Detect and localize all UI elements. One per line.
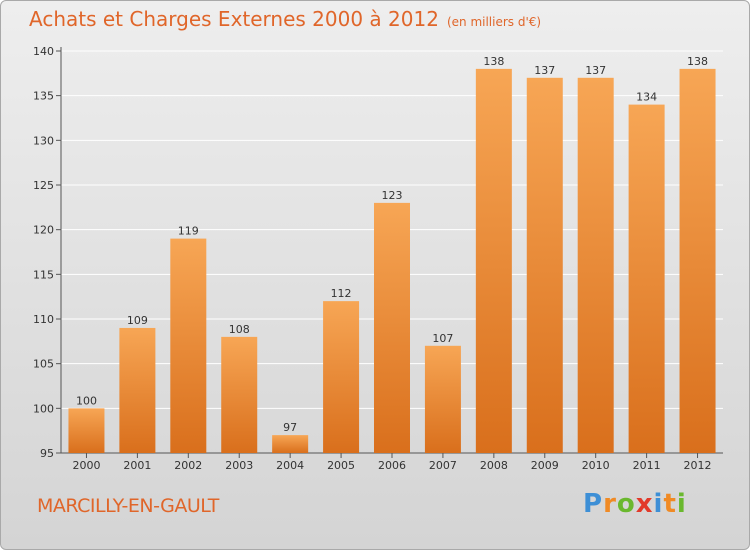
x-tick-label: 2001 [123,459,151,472]
y-tick-label: 110 [33,313,54,326]
data-label: 97 [283,421,297,434]
logo-letter: i [653,489,664,519]
x-tick-label: 2003 [225,459,253,472]
x-tick-label: 2002 [174,459,202,472]
data-label: 112 [331,287,352,300]
logo-letter: i [676,489,687,519]
x-tick-label: 2007 [429,459,457,472]
bar-2004 [272,435,309,453]
bar-2001 [119,327,156,453]
bar-2012 [679,68,716,453]
x-tick-label: 2009 [531,459,559,472]
data-label: 137 [534,64,555,77]
data-label: 109 [127,314,148,327]
data-label: 108 [229,323,250,336]
bar-2007 [424,345,461,453]
y-tick-label: 135 [33,90,54,103]
y-tick-label: 115 [33,268,54,281]
y-tick-label: 130 [33,134,54,147]
x-tick-label: 2005 [327,459,355,472]
data-label: 123 [382,189,403,202]
bar-2009 [526,77,563,454]
y-tick-label: 140 [33,45,54,58]
logo-letter: P [583,489,604,519]
data-label: 107 [432,332,453,345]
bar-2008 [475,68,512,453]
y-tick-label: 105 [33,358,54,371]
bar-2002 [170,238,207,453]
logo-letter: r [603,489,617,519]
bar-2005 [323,301,360,453]
x-tick-label: 2010 [582,459,610,472]
bar-2010 [577,77,614,454]
logo-letter: x [635,489,654,519]
y-tick-label: 120 [33,224,54,237]
x-tick-label: 2011 [633,459,661,472]
data-label: 137 [585,64,606,77]
data-label: 119 [178,225,199,238]
y-tick-label: 95 [40,447,54,460]
chart-unit: (en milliers d'€) [446,15,542,29]
data-label: 138 [687,55,708,68]
logo-letter: o [616,489,636,519]
town-name: MARCILLY-EN-GAULT [37,495,219,517]
y-tick-label: 100 [33,402,54,415]
logo-letter: t [663,489,677,519]
chart-title: Achats et Charges Externes 2000 à 2012 (e… [29,7,541,31]
bar-2011 [628,104,665,453]
data-label: 138 [483,55,504,68]
bar-2003 [221,336,258,453]
x-tick-label: 2000 [72,459,100,472]
data-label: 134 [636,91,657,104]
y-tick-label: 125 [33,179,54,192]
data-label: 100 [76,394,97,407]
chart-title-text: Achats et Charges Externes 2000 à 2012 [29,7,439,31]
x-tick-label: 2006 [378,459,406,472]
proxiti-logo: Proxiti [583,489,687,519]
x-tick-label: 2008 [480,459,508,472]
bar-2006 [374,202,410,453]
x-tick-label: 2004 [276,459,304,472]
x-tick-label: 2012 [684,459,712,472]
bar-2000 [68,408,105,453]
